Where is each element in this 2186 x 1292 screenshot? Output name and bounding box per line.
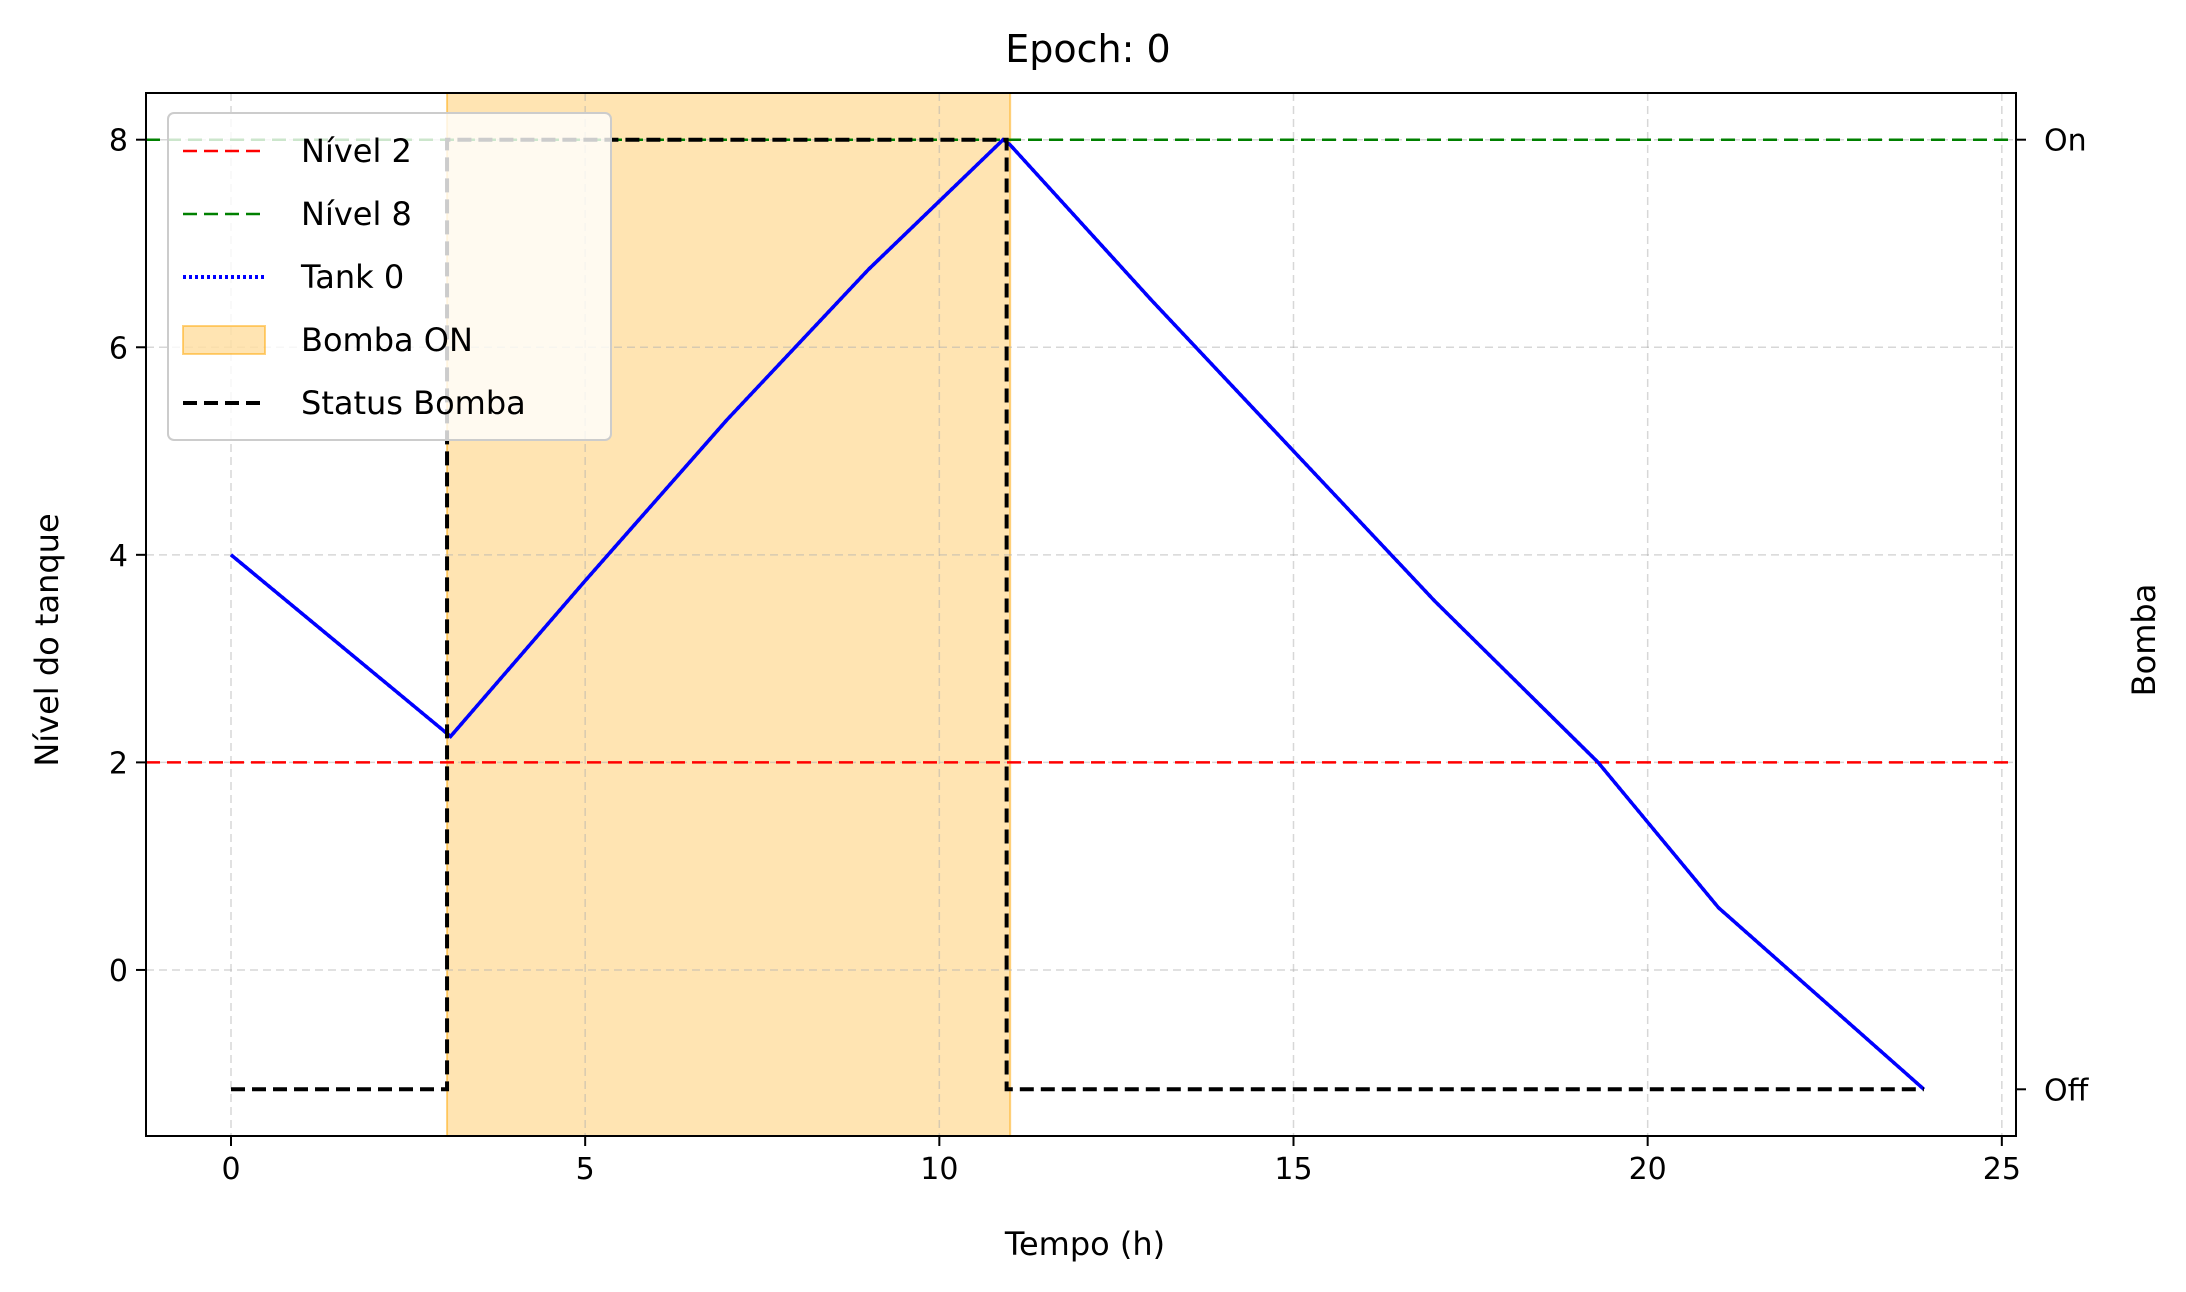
x-tick-label: 20 (1629, 1152, 1667, 1187)
legend-label: Bomba ON (301, 321, 473, 359)
y-tick-label: 6 (109, 331, 128, 366)
x-tick-label: 15 (1274, 1152, 1312, 1187)
legend-label: Tank 0 (300, 258, 404, 296)
x-tick-label: 25 (1983, 1152, 2021, 1187)
tank-level-line (229, 137, 1926, 1091)
pump-status-line (231, 137, 1924, 1092)
legend-label: Nível 2 (301, 132, 412, 170)
x-axis-label: Tempo (h) (1004, 1225, 1165, 1263)
legend: Nível 2 Nível 8 Tank 0 Bomba ON Status Bomba (167, 112, 612, 441)
x-tick-label: 0 (221, 1152, 240, 1187)
legend-swatch (182, 325, 266, 355)
y2-axis-label: Bomba (2125, 584, 2163, 697)
chart-title: Epoch: 0 (1005, 27, 1170, 71)
y2-tick-label: Off (2044, 1073, 2090, 1108)
x-tick-label: 5 (576, 1152, 595, 1187)
y-tick-label: 2 (109, 746, 128, 781)
legend-label: Status Bomba (301, 384, 526, 422)
y-tick-label: 4 (109, 539, 128, 574)
y-axis-label: Nível do tanque (28, 513, 66, 766)
x-tick-label: 10 (920, 1152, 958, 1187)
y-tick-label: 0 (109, 954, 128, 989)
legend-label: Nível 8 (301, 195, 412, 233)
legend-box (167, 112, 612, 441)
y-tick-label: 8 (109, 124, 128, 159)
plot-area: 0 5 10 15 20 25 0 2 4 6 8 On Off Nível 2 Nível 8 Tank 0… (109, 92, 2090, 1187)
y2-tick-label: On (2044, 124, 2087, 159)
plot-frame (145, 92, 2017, 1137)
